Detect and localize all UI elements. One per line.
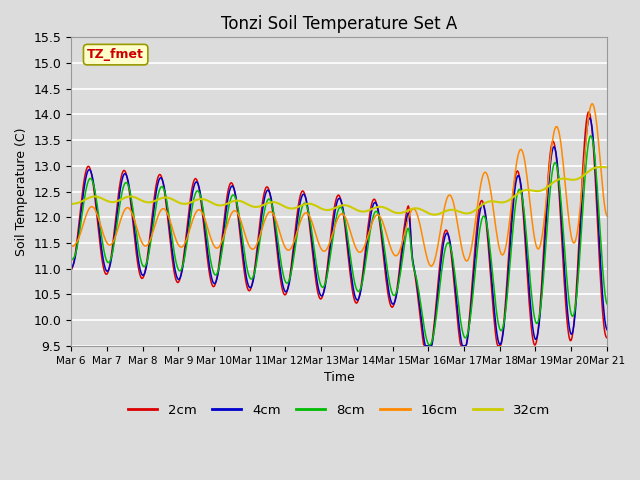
16cm: [162, 208, 170, 214]
32cm: [472, 207, 479, 213]
2cm: [420, 343, 428, 348]
4cm: [67, 265, 75, 271]
32cm: [310, 202, 317, 207]
4cm: [310, 251, 317, 257]
16cm: [472, 218, 479, 224]
2cm: [603, 335, 611, 341]
4cm: [205, 259, 212, 265]
32cm: [205, 198, 212, 204]
8cm: [425, 342, 433, 348]
16cm: [67, 244, 75, 250]
16cm: [310, 224, 317, 230]
32cm: [383, 206, 391, 212]
Line: 16cm: 16cm: [71, 104, 607, 266]
2cm: [205, 267, 212, 273]
Text: TZ_fmet: TZ_fmet: [87, 48, 144, 61]
Title: Tonzi Soil Temperature Set A: Tonzi Soil Temperature Set A: [221, 15, 457, 33]
32cm: [425, 211, 433, 216]
Y-axis label: Soil Temperature (C): Soil Temperature (C): [15, 127, 28, 256]
32cm: [162, 194, 170, 200]
32cm: [597, 164, 605, 170]
2cm: [585, 109, 593, 115]
32cm: [431, 212, 438, 217]
16cm: [603, 213, 611, 219]
2cm: [162, 200, 170, 205]
4cm: [162, 195, 170, 201]
4cm: [383, 275, 391, 281]
4cm: [426, 343, 434, 348]
8cm: [383, 264, 391, 269]
16cm: [425, 261, 433, 266]
2cm: [310, 259, 317, 265]
8cm: [603, 301, 611, 307]
16cm: [205, 229, 212, 235]
16cm: [383, 232, 391, 238]
4cm: [603, 327, 611, 333]
8cm: [472, 265, 479, 271]
2cm: [426, 343, 434, 348]
8cm: [162, 194, 170, 200]
X-axis label: Time: Time: [324, 371, 355, 384]
32cm: [603, 164, 611, 170]
Line: 32cm: 32cm: [71, 167, 607, 215]
4cm: [586, 115, 594, 121]
16cm: [428, 263, 435, 269]
Line: 2cm: 2cm: [71, 112, 607, 346]
2cm: [383, 283, 391, 289]
8cm: [67, 257, 75, 263]
Line: 4cm: 4cm: [71, 118, 607, 346]
2cm: [472, 239, 479, 244]
Legend: 2cm, 4cm, 8cm, 16cm, 32cm: 2cm, 4cm, 8cm, 16cm, 32cm: [123, 399, 555, 422]
32cm: [67, 201, 75, 207]
4cm: [472, 250, 479, 256]
2cm: [67, 267, 75, 273]
8cm: [205, 247, 212, 253]
16cm: [589, 101, 596, 107]
4cm: [422, 343, 429, 348]
8cm: [587, 133, 595, 139]
Line: 8cm: 8cm: [71, 136, 607, 345]
8cm: [426, 342, 434, 348]
8cm: [310, 241, 317, 247]
